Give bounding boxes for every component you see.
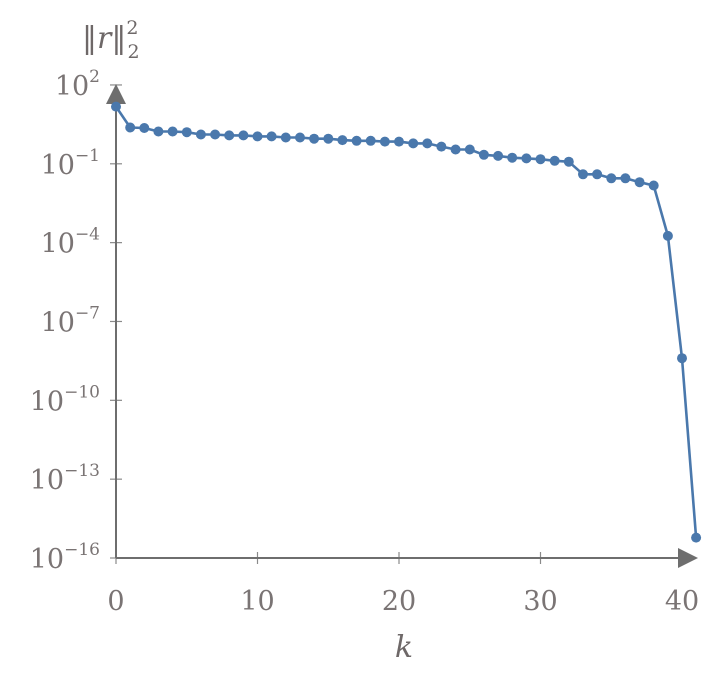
data-point xyxy=(337,135,348,146)
data-point xyxy=(379,136,390,147)
series-line xyxy=(114,105,698,538)
data-point xyxy=(323,133,334,144)
data-point xyxy=(606,173,617,184)
data-point xyxy=(422,138,433,149)
data-point xyxy=(195,129,206,140)
data-point xyxy=(238,130,249,141)
data-point xyxy=(677,353,687,364)
y-tick-label: 10−16 xyxy=(30,540,100,575)
data-point xyxy=(365,135,376,146)
x-ticks: 0 10 20 30 40 xyxy=(107,552,699,617)
data-point xyxy=(181,127,192,138)
data-point xyxy=(549,155,560,166)
y-tick-exponent: −7 xyxy=(75,303,100,323)
y-tick-exponent: −4 xyxy=(75,225,100,245)
y-tick-base: 10 xyxy=(30,465,64,496)
y-tick-base: 10 xyxy=(55,71,89,102)
y-tick-exponent: −16 xyxy=(64,540,100,560)
data-point xyxy=(648,180,659,191)
data-point xyxy=(224,130,235,141)
x-tick-label: 0 xyxy=(107,586,124,617)
y-tick-label: 10−4 xyxy=(41,225,100,260)
data-point xyxy=(252,131,263,142)
data-point xyxy=(139,123,150,133)
data-point xyxy=(578,169,588,180)
y-tick-base: 10 xyxy=(41,307,75,338)
x-tick-label: 20 xyxy=(382,586,416,617)
y-tick-exponent: −13 xyxy=(64,461,100,481)
x-tick-label: 30 xyxy=(523,586,557,617)
data-point xyxy=(280,132,291,143)
data-point xyxy=(563,156,574,167)
y-tick-base: 10 xyxy=(41,150,75,181)
data-point xyxy=(592,169,603,180)
data-point xyxy=(493,150,504,161)
y-tick-exponent: −10 xyxy=(64,382,100,402)
data-point xyxy=(691,532,702,543)
data-point xyxy=(210,129,221,140)
series-layer xyxy=(111,101,702,543)
data-point xyxy=(662,230,673,241)
y-tick-base: 10 xyxy=(30,386,64,417)
y-tick-label: 10−10 xyxy=(30,382,100,417)
y-axis-title-sup: 2 xyxy=(126,17,138,39)
data-point xyxy=(408,138,419,149)
data-point xyxy=(464,144,475,155)
x-tick-label: 10 xyxy=(240,586,274,617)
y-tick-base: 10 xyxy=(41,229,75,260)
data-point xyxy=(295,132,305,143)
y-tick-label: 102 xyxy=(55,67,100,102)
y-tick-label: 10−7 xyxy=(41,303,100,338)
data-point xyxy=(266,131,277,142)
data-point xyxy=(436,141,447,152)
y-axis-title-norm-close: ‖ xyxy=(111,21,126,56)
x-axis-title: k xyxy=(395,630,413,665)
data-point xyxy=(507,152,518,163)
data-point xyxy=(394,136,404,147)
y-tick-label: 10−13 xyxy=(30,461,100,496)
data-point xyxy=(309,133,320,144)
x-tick-label: 40 xyxy=(665,586,699,617)
y-tick-exponent: 2 xyxy=(89,67,100,87)
data-point xyxy=(153,126,164,137)
y-tick-label: 10−1 xyxy=(41,146,100,181)
y-axis-title-sub: 2 xyxy=(127,41,139,63)
y-tick-base: 10 xyxy=(30,544,64,575)
data-point xyxy=(125,122,136,133)
data-point xyxy=(620,173,631,184)
data-point xyxy=(521,153,532,164)
y-axis-title-norm-open: ‖ xyxy=(82,21,97,56)
y-axis-title-var: r xyxy=(97,21,113,56)
data-point xyxy=(535,154,546,165)
data-point xyxy=(351,135,362,146)
y-tick-exponent: −1 xyxy=(75,146,100,166)
data-point xyxy=(111,101,121,112)
y-axis-title: ‖r‖2 2 xyxy=(82,17,140,63)
data-point xyxy=(478,149,489,160)
data-point xyxy=(167,126,178,137)
data-point xyxy=(450,144,461,155)
data-point xyxy=(634,177,645,188)
